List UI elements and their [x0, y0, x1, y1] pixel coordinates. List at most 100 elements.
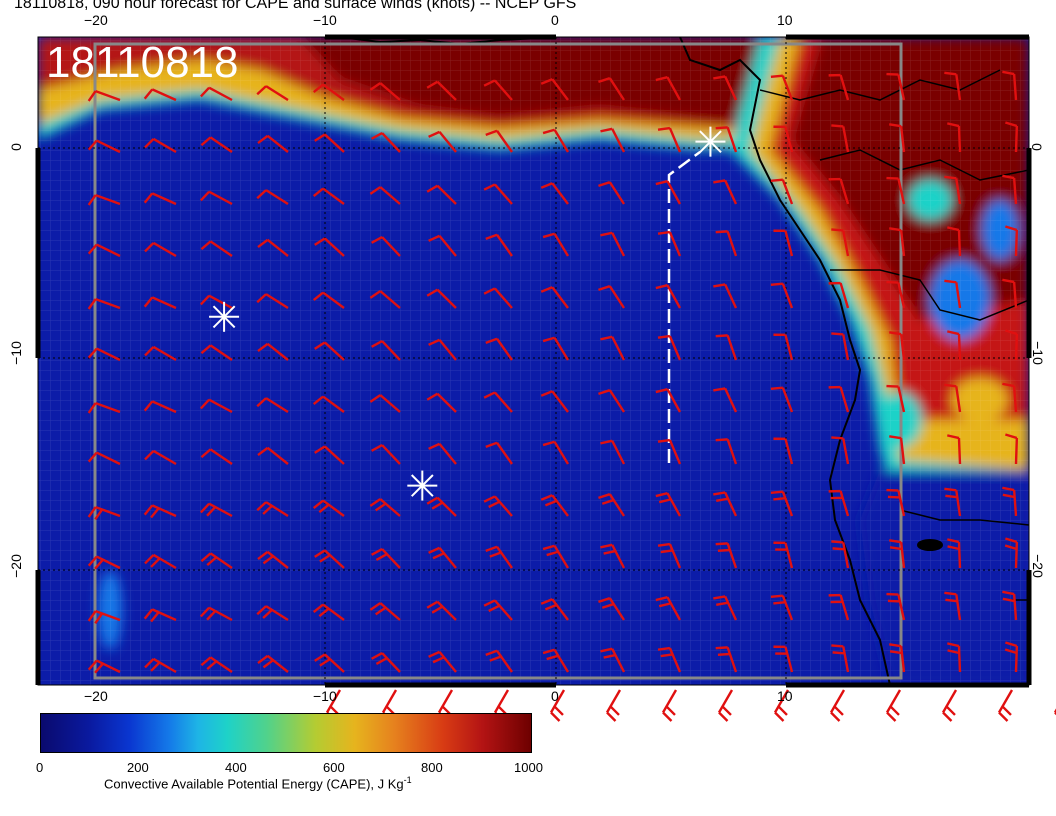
wind-barb	[426, 288, 457, 309]
graticule	[38, 37, 1029, 685]
wind-barb	[371, 444, 401, 465]
storm-marker-2	[209, 301, 240, 332]
wind-barb	[485, 649, 513, 673]
wind-barb	[312, 603, 345, 621]
wind-barb	[600, 647, 626, 673]
colorbar-tick: 400	[225, 760, 247, 775]
wind-barb	[715, 126, 738, 153]
wind-barb	[144, 657, 177, 674]
colorbar-title: Convective Available Potential Energy (C…	[104, 775, 412, 791]
colorbar	[40, 713, 532, 753]
left-tick-label: −20	[7, 554, 24, 578]
wind-barb	[713, 283, 738, 309]
wind-barb	[483, 287, 513, 309]
wind-barb	[199, 190, 233, 206]
wind-barb	[87, 139, 121, 154]
wind-barb	[715, 542, 738, 569]
wind-barb	[542, 128, 570, 153]
wind-barb	[87, 555, 121, 570]
wind-barb	[549, 689, 566, 722]
wind-barb	[947, 642, 962, 673]
wind-barb	[1002, 486, 1018, 517]
wind-barb	[770, 594, 794, 621]
domain-box	[93, 42, 903, 680]
colorbar-tick: 200	[127, 760, 149, 775]
wind-barb	[1002, 278, 1018, 309]
wind-barb	[831, 124, 850, 153]
wind-barb	[886, 280, 906, 309]
wind-barb	[485, 441, 513, 465]
wind-barb	[947, 434, 962, 465]
wind-barb	[87, 347, 121, 362]
wind-barb	[655, 596, 682, 621]
wind-barb	[199, 398, 233, 414]
wind-barb	[713, 387, 738, 413]
wind-barb	[257, 134, 289, 153]
wind-barb	[600, 231, 626, 257]
wind-barb	[256, 605, 289, 622]
wind-barb	[600, 439, 626, 465]
wind-barb	[144, 553, 177, 570]
axis-bars	[35, 34, 1032, 688]
wind-barb	[542, 544, 570, 569]
wind-barb	[369, 290, 401, 309]
wind-barb	[426, 184, 457, 205]
wind-barb	[312, 499, 345, 517]
wind-barb	[542, 648, 570, 673]
wind-barb	[144, 345, 177, 362]
colorbar-tick: 600	[323, 760, 345, 775]
date-stamp: 18110818	[46, 38, 239, 87]
wind-barb	[200, 448, 233, 465]
wind-barb	[661, 689, 678, 722]
wind-barb	[773, 125, 794, 153]
wind-barb	[540, 598, 569, 621]
wind-barb	[257, 446, 289, 465]
wind-barb	[1004, 537, 1019, 569]
wind-barb	[598, 389, 626, 413]
wind-barb	[770, 282, 794, 309]
wind-barb	[944, 279, 962, 309]
wind-barb	[485, 545, 513, 569]
wind-barb	[87, 243, 121, 258]
storm-marker-1	[695, 126, 726, 157]
wind-barb	[200, 136, 233, 153]
wind-barb	[87, 89, 121, 102]
wind-barb	[87, 401, 121, 414]
wind-barb	[655, 492, 682, 517]
wind-barb	[369, 498, 401, 517]
wind-barb	[87, 297, 121, 310]
wind-barb	[540, 78, 569, 101]
wind-barb	[485, 233, 513, 257]
wind-barb	[598, 285, 626, 309]
wind-barb	[1002, 174, 1018, 205]
wind-barb	[657, 230, 682, 257]
wind-barb	[542, 336, 570, 361]
wind-barb	[540, 390, 569, 413]
wind-barb	[828, 281, 850, 309]
wind-barb	[886, 384, 906, 413]
wind-barb	[371, 652, 401, 673]
wind-barb	[947, 538, 962, 569]
wind-barb	[428, 442, 457, 465]
wind-barb	[257, 654, 289, 673]
wind-barb	[886, 488, 906, 517]
wind-barb	[655, 284, 682, 309]
wind-barb	[540, 286, 569, 309]
wind-barb	[657, 334, 682, 361]
wind-barb	[657, 646, 682, 673]
wind-barb	[542, 232, 570, 257]
map-title: 18110818, 090 hour forecast for CAPE and…	[14, 0, 577, 12]
wind-barb	[314, 237, 345, 257]
wind-barb	[717, 689, 734, 722]
wind-barb	[773, 333, 794, 361]
right-tick-label: −10	[1029, 341, 1046, 365]
wind-barb	[144, 449, 177, 466]
wind-barb	[483, 599, 513, 621]
wind-barb	[828, 385, 850, 413]
bottom-tick-label: 0	[551, 688, 559, 704]
wind-barb	[831, 644, 850, 673]
wind-barb	[428, 338, 457, 361]
wind-barb	[831, 540, 850, 569]
wind-barb	[256, 501, 289, 518]
wind-barb	[1005, 329, 1019, 361]
